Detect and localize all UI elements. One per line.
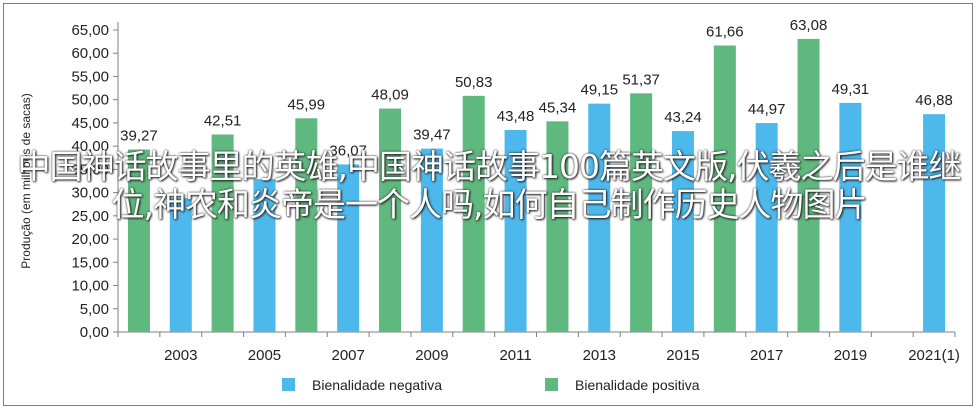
legend-label: Bienalidade positiva xyxy=(575,377,700,393)
bar-positiva-2008 xyxy=(379,108,402,332)
bar-negativa-2007 xyxy=(337,164,360,332)
bar-positiva-2012 xyxy=(546,121,569,332)
y-tick-label: 40,00 xyxy=(71,138,109,155)
y-tick-label: 0,00 xyxy=(80,324,109,341)
bar-negativa-2009 xyxy=(420,148,443,332)
data-label: 39,27 xyxy=(120,128,158,145)
bar-negativa-2017 xyxy=(755,123,778,332)
bar-negativa-2015 xyxy=(671,131,694,332)
y-tick-label: 35,00 xyxy=(71,161,109,178)
data-label: 45,99 xyxy=(288,96,326,113)
y-tick-label: 50,00 xyxy=(71,92,109,109)
data-label: 39,47 xyxy=(413,127,451,144)
y-tick-label: 30,00 xyxy=(71,185,109,202)
data-label: 45,34 xyxy=(539,99,577,116)
x-tick-label: 2003 xyxy=(164,347,197,364)
bar-negativa-2021(1) xyxy=(923,114,946,332)
bar-negativa-2005 xyxy=(253,179,276,332)
legend-swatch xyxy=(282,378,295,391)
bar-positiva-2018 xyxy=(797,38,820,332)
data-label: 46,88 xyxy=(915,92,953,109)
bar-negativa-2013 xyxy=(588,103,611,332)
y-tick-label: 65,00 xyxy=(71,22,109,39)
y-tick-label: 5,00 xyxy=(80,301,109,318)
data-label: 36,07 xyxy=(329,142,367,159)
data-label: 63,08 xyxy=(790,17,828,34)
x-tick-label: 2009 xyxy=(415,347,448,364)
legend-swatch xyxy=(545,378,558,391)
x-tick-label: 2007 xyxy=(331,347,364,364)
data-label: 42,51 xyxy=(204,112,242,129)
y-tick-label: 25,00 xyxy=(71,208,109,225)
data-label: 43,24 xyxy=(664,109,702,126)
data-label: 49,31 xyxy=(832,81,870,98)
data-label: 51,37 xyxy=(622,71,660,88)
data-label: 48,09 xyxy=(371,87,409,104)
x-tick-label: 2015 xyxy=(666,347,699,364)
bar-positiva-2006 xyxy=(295,118,318,332)
bar-positiva-2004 xyxy=(211,134,234,332)
data-label: 61,66 xyxy=(706,24,744,41)
bar-positiva-2002 xyxy=(127,149,150,332)
data-label: 43,48 xyxy=(497,108,535,125)
bar-negativa-2003 xyxy=(169,198,192,332)
data-label: 44,97 xyxy=(748,101,786,118)
data-label: 49,15 xyxy=(581,82,619,99)
y-tick-label: 10,00 xyxy=(71,278,109,295)
legend-label: Bienalidade negativa xyxy=(312,377,442,393)
bar-negativa-2019 xyxy=(839,102,862,332)
data-label: 50,83 xyxy=(455,74,493,91)
y-tick-label: 45,00 xyxy=(71,115,109,132)
bar-negativa-2011 xyxy=(504,129,527,332)
y-tick-label: 60,00 xyxy=(71,45,109,62)
x-tick-label: 2019 xyxy=(834,347,867,364)
x-tick-label: 2005 xyxy=(248,347,281,364)
y-tick-label: 15,00 xyxy=(71,254,109,271)
bar-positiva-2016 xyxy=(713,45,736,332)
bar-positiva-2010 xyxy=(462,95,485,332)
bar-positiva-2014 xyxy=(630,93,653,332)
y-axis-label: Produção (em milhões de sacas) xyxy=(19,93,33,268)
x-tick-label: 2021(1) xyxy=(908,347,960,364)
x-tick-label: 2013 xyxy=(583,347,616,364)
x-tick-label: 2011 xyxy=(499,347,531,364)
x-tick-label: 2017 xyxy=(750,347,783,364)
y-tick-label: 55,00 xyxy=(71,68,109,85)
y-tick-label: 20,00 xyxy=(71,231,109,248)
